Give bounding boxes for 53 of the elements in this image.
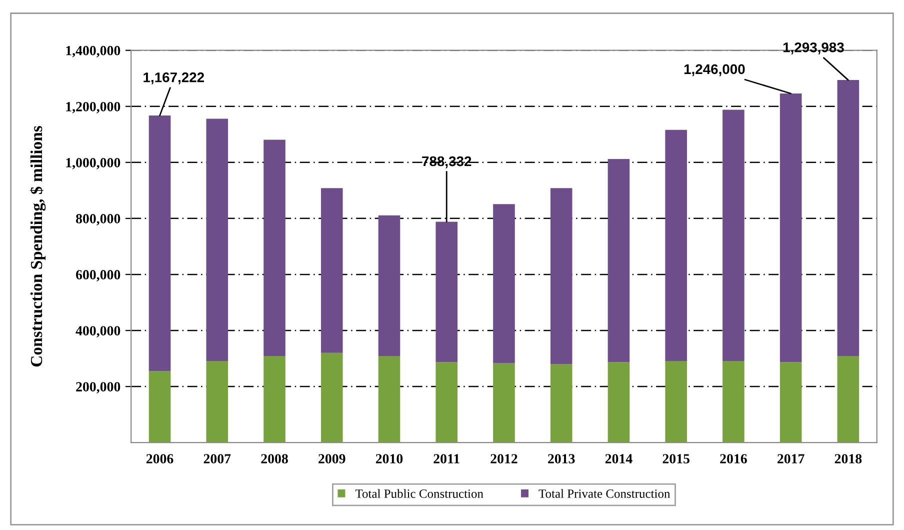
x-tick-label: 2015	[662, 454, 690, 464]
x-tick-label: 2018	[834, 454, 862, 464]
x-tick-label: 2006	[146, 454, 174, 464]
annotation: 1,167,222	[144, 72, 204, 84]
bar	[436, 222, 458, 362]
x-tick-label: 2011	[434, 454, 460, 464]
bar	[378, 215, 400, 356]
y-tick-label: 800,000	[76, 214, 120, 226]
x-tick-label: 2009	[318, 454, 346, 464]
bar	[320, 352, 343, 443]
bar	[264, 140, 286, 356]
bar	[608, 362, 630, 443]
bar	[493, 204, 515, 364]
bar	[550, 364, 572, 443]
bar	[550, 188, 572, 364]
y-tick-label: 1,000,000	[66, 158, 120, 170]
y-tick-label: 600,000	[76, 270, 120, 282]
x-tick-label: 2012	[490, 454, 518, 464]
annotation: 788,332	[422, 156, 472, 168]
annotation: 1,246,000	[684, 64, 745, 76]
x-tick-label: 2013	[548, 454, 575, 464]
bar	[206, 361, 228, 443]
bar	[320, 188, 343, 353]
bar	[665, 130, 687, 362]
bar	[837, 80, 860, 356]
x-tick-label: 2008	[261, 454, 288, 464]
bar	[722, 361, 744, 443]
bar	[264, 356, 286, 443]
bar	[436, 362, 458, 443]
x-tick-label: 2014	[605, 454, 632, 464]
legend-label: Total Private Construction	[538, 489, 670, 498]
y-tick-label: 200,000	[76, 382, 120, 394]
bar	[608, 159, 630, 362]
bar	[378, 356, 400, 443]
bar	[148, 371, 171, 443]
legend-label: Total Public Construction	[355, 489, 484, 498]
bar	[722, 110, 744, 362]
x-tick-label: 2016	[720, 454, 747, 464]
annotation: 1,293,983	[783, 42, 844, 54]
bar	[780, 362, 802, 443]
y-tick-label: 400,000	[76, 326, 120, 338]
bar	[837, 356, 860, 443]
y-tick-label: 1,400,000	[66, 46, 120, 58]
y-tick-label: 1,200,000	[66, 102, 120, 114]
x-tick-label: 2007	[204, 454, 231, 464]
bar	[780, 93, 802, 362]
x-tick-label: 2017	[778, 454, 804, 464]
x-tick-label: 2010	[376, 454, 403, 464]
bar	[148, 116, 171, 372]
bar	[493, 363, 515, 443]
bar	[206, 118, 228, 362]
y-axis-title: Construction Spending, $ millions	[30, 126, 46, 366]
bar	[665, 361, 687, 443]
